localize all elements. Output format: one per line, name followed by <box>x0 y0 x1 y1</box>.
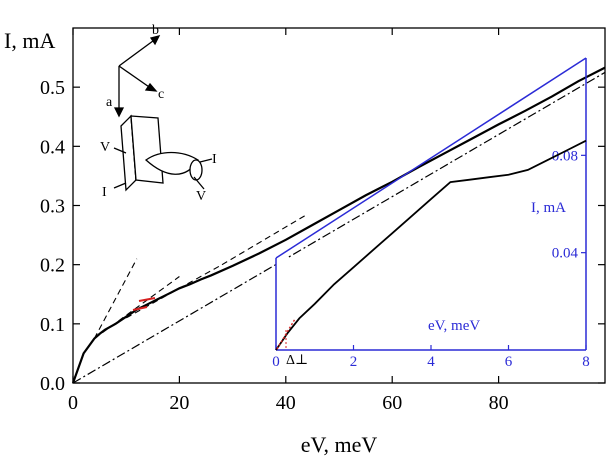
inset-series-line <box>275 139 587 351</box>
lead-v-right <box>193 176 205 190</box>
inset-ticks: 0 2 4 6 8 0.04 0.08 <box>272 148 590 370</box>
inset-x-title: eV, meV <box>428 318 480 334</box>
y-tick-label: 0.2 <box>40 255 65 277</box>
x-tick-label: 40 <box>276 392 296 414</box>
tip-end <box>189 159 203 181</box>
y-tick-label: 0.0 <box>40 373 65 395</box>
schematic-label-i-right: I <box>212 152 217 167</box>
step-markers <box>132 297 156 311</box>
inset-series <box>275 139 587 351</box>
inset-x-tick-label: 2 <box>350 354 358 370</box>
axis-b-arrowhead <box>149 35 161 46</box>
series-line-dashed <box>125 264 223 319</box>
inset-top-diagonal <box>275 57 587 259</box>
inset-x-tick-label: 6 <box>505 354 513 370</box>
schematic-label-i-left: I <box>102 185 107 200</box>
inset-background <box>276 258 586 350</box>
schematic-label-a: a <box>106 95 113 110</box>
inset-x-tick-label: 0 <box>272 354 280 370</box>
y-tick-label: 0.5 <box>40 77 65 99</box>
arrow-red-lower <box>132 306 148 311</box>
inset-chart: 0 2 4 6 8 0.04 0.08 I, mA eV, meV Δ⊥ <box>272 57 590 370</box>
inset-y-tick-label: 0.04 <box>552 246 579 262</box>
y-tick-label: 0.1 <box>40 314 65 336</box>
inset-x-tick-label: 4 <box>427 354 435 370</box>
schematic-label-v-right: V <box>196 189 206 204</box>
main-ticks: 0 20 40 60 800.00.10.20.30.40.5 <box>40 28 605 414</box>
inset-x-tick-label: 8 <box>582 354 590 370</box>
lead-i-right <box>199 158 213 163</box>
sample-face <box>130 115 164 184</box>
arrow-red-upper <box>138 297 156 302</box>
lead-v-left <box>113 147 127 154</box>
axis-c-arrow <box>118 65 153 90</box>
inset-y-title: I, mA <box>531 200 566 216</box>
inset-annotation: Δ⊥ <box>286 353 308 368</box>
lead-i-left <box>113 182 127 189</box>
series-line-dashed <box>93 258 138 339</box>
x-tick-label: 20 <box>169 392 189 414</box>
y-tick-label: 0.3 <box>40 196 65 218</box>
series-line-dashed <box>221 213 308 266</box>
inset-y-tick-label: 0.08 <box>552 148 578 164</box>
axis-a-arrowhead <box>113 107 125 118</box>
axis-c-arrowhead <box>144 82 158 92</box>
y-axis-title: I, mA <box>4 28 55 53</box>
crystal-schematic <box>113 35 213 192</box>
y-tick-label: 0.4 <box>40 136 65 158</box>
series-line-dashed <box>93 276 180 340</box>
x-tick-label: 0 <box>68 392 78 414</box>
series-line-dash-dot <box>72 71 606 384</box>
x-tick-label: 60 <box>382 392 402 414</box>
main-series <box>71 66 606 384</box>
schematic-label-v-left: V <box>100 140 110 155</box>
schematic-label-c: c <box>158 87 164 102</box>
x-tick-label: 80 <box>489 392 509 414</box>
x-axis-title: eV, meV <box>301 432 378 457</box>
axis-b-arrow <box>118 37 158 67</box>
schematic-label-b: b <box>152 23 159 38</box>
